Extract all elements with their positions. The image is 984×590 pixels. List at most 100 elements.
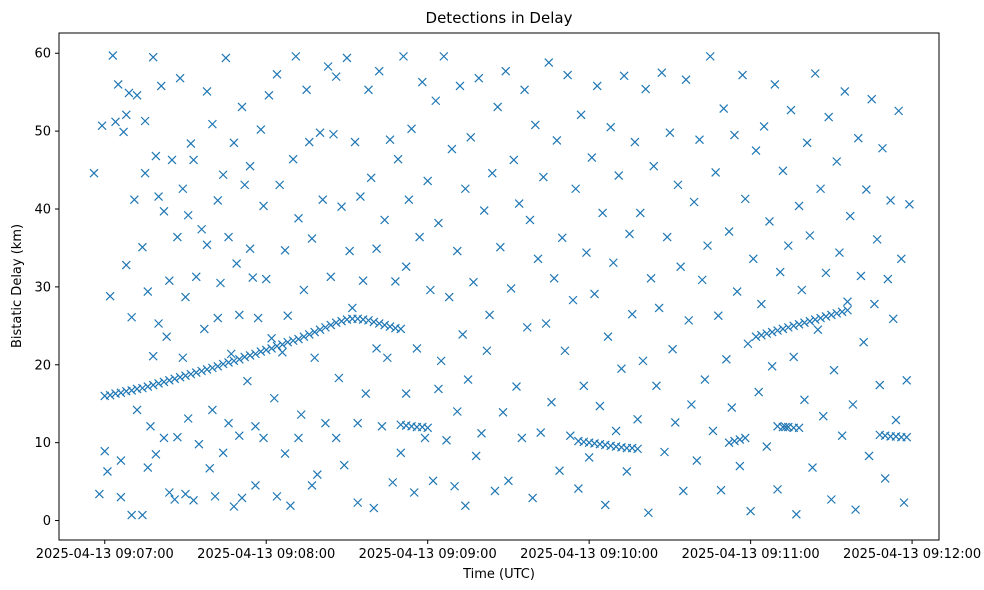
detection-marker-clutter — [485, 310, 495, 320]
detection-marker-clutter — [643, 508, 653, 518]
detection-marker-track-rising — [294, 334, 303, 344]
detection-marker-clutter — [127, 510, 137, 520]
detection-marker-track-rising — [374, 319, 384, 328]
detection-marker-clutter — [627, 309, 637, 319]
detection-marker-clutter — [705, 51, 715, 61]
detection-marker-clutter — [592, 81, 602, 91]
detection-marker-clutter — [568, 295, 578, 305]
detection-marker-track-rising — [320, 322, 330, 332]
detection-marker-clutter — [210, 491, 220, 501]
detection-marker-clutter — [385, 135, 395, 145]
detection-marker-clutter — [240, 180, 250, 190]
detection-marker-clutter — [730, 130, 739, 140]
detection-marker-clutter — [878, 143, 887, 153]
detection-marker-track-rising — [240, 352, 250, 362]
detection-marker-clutter — [617, 364, 626, 374]
detection-marker-clutter — [226, 349, 236, 359]
detection-marker-clutter — [477, 428, 486, 438]
detection-marker-clutter — [646, 273, 656, 283]
detection-marker-clutter — [267, 333, 277, 343]
detection-marker-clutter — [837, 431, 847, 441]
detection-marker-clutter — [124, 88, 134, 98]
detection-marker-track-rising — [299, 332, 309, 342]
detection-marker-clutter — [872, 234, 882, 244]
detection-marker-clutter — [455, 81, 465, 91]
detection-marker-track-rising — [127, 386, 137, 395]
detection-marker-clutter — [652, 381, 661, 391]
detection-marker-clutter — [129, 195, 139, 205]
detection-marker-clutter — [743, 339, 753, 349]
detection-marker-clutter — [845, 211, 855, 221]
detection-marker-clutter — [420, 433, 430, 443]
y-tick-label: 30 — [34, 280, 51, 295]
detection-marker-track-rising — [310, 327, 320, 337]
detection-marker-clutter — [848, 400, 858, 409]
detection-marker-clutter — [326, 272, 336, 282]
y-tick-label: 60 — [34, 47, 51, 62]
detection-marker-clutter — [213, 313, 223, 323]
detection-marker-clutter — [598, 208, 608, 218]
detection-marker-clutter — [202, 240, 212, 250]
detection-marker-track-rising — [385, 322, 395, 332]
detection-marker-clutter — [859, 337, 869, 347]
detection-marker-clutter — [751, 146, 761, 156]
detection-marker-clutter — [105, 291, 115, 301]
detection-marker-clutter — [234, 310, 244, 320]
detection-marker-clutter — [697, 275, 707, 285]
detection-marker-track-rising — [331, 318, 341, 328]
detection-marker-clutter — [708, 426, 718, 436]
detection-marker-clutter — [816, 184, 826, 194]
detection-marker-track-late — [794, 319, 804, 329]
detection-marker-clutter — [111, 117, 120, 127]
detection-marker-clutter — [334, 373, 344, 383]
detection-marker-clutter — [800, 395, 809, 405]
detection-marker-track-near — [730, 436, 739, 446]
detection-marker-clutter — [436, 356, 446, 366]
detection-marker-clutter — [116, 492, 126, 502]
detection-marker-track-rising — [283, 337, 293, 347]
detection-marker-track-rising — [234, 354, 244, 364]
detection-marker-track-late — [778, 324, 788, 334]
detection-marker-clutter — [138, 510, 147, 520]
detection-marker-clutter — [342, 53, 352, 63]
detection-marker-clutter — [186, 139, 196, 149]
detection-marker-track-late — [837, 307, 847, 317]
detection-marker-track-late — [767, 327, 777, 337]
detection-marker-track-rising — [288, 336, 298, 346]
detection-marker-clutter — [272, 491, 282, 501]
detection-marker-clutter — [582, 248, 591, 258]
detection-marker-clutter — [286, 501, 295, 511]
detection-marker-clutter — [224, 418, 233, 428]
detection-marker-clutter — [170, 495, 180, 504]
detection-marker-track-near — [740, 433, 750, 443]
detection-marker-clutter — [899, 498, 909, 508]
detection-marker-track-rising — [218, 359, 228, 369]
detection-marker-clutter — [315, 128, 325, 138]
detection-marker-track-late — [789, 321, 799, 331]
detection-marker-clutter — [396, 448, 406, 458]
detection-marker-clutter — [786, 105, 796, 115]
detection-marker-clutter — [207, 405, 217, 415]
detection-marker-clutter — [633, 414, 643, 424]
detection-marker-clutter — [770, 79, 780, 89]
detection-marker-clutter — [143, 463, 153, 472]
detection-marker-clutter — [851, 505, 860, 515]
detection-marker-clutter — [835, 248, 844, 258]
detection-marker-clutter — [630, 137, 640, 147]
detection-marker-clutter — [447, 144, 457, 154]
detection-marker-clutter — [361, 389, 371, 399]
detection-marker-clutter — [159, 433, 169, 443]
detection-marker-clutter — [404, 195, 414, 205]
detection-marker-clutter — [261, 274, 271, 284]
detection-marker-clutter — [891, 415, 901, 425]
detection-marker-track-rising — [337, 316, 346, 326]
detection-marker-clutter — [148, 351, 158, 361]
detection-marker-clutter — [119, 127, 129, 137]
detection-marker-clutter — [573, 484, 583, 494]
detection-marker-clutter — [132, 90, 142, 100]
detection-marker-clutter — [183, 210, 193, 220]
detection-marker-clutter — [374, 66, 384, 76]
detection-marker-clutter — [434, 384, 443, 394]
detection-marker-clutter — [791, 509, 801, 519]
detection-marker-clutter — [415, 232, 425, 242]
